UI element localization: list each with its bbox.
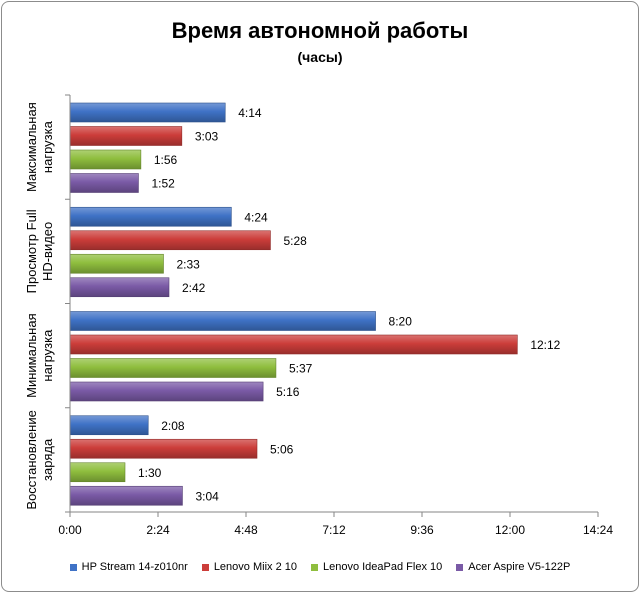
chart-title: Время автономной работы xyxy=(171,18,469,43)
legend-item-1: HP Stream 14-z010nr xyxy=(69,561,188,573)
data-label: 2:08 xyxy=(161,419,185,433)
legend-swatch xyxy=(310,563,318,571)
bar-3-3 xyxy=(69,358,277,378)
legend-item-4: Acer Aspire V5-122P xyxy=(456,561,570,573)
legend-label: Lenovo IdeaPad Flex 10 xyxy=(322,561,443,573)
x-tick-label: 4:48 xyxy=(234,523,258,537)
x-tick-label: 7:12 xyxy=(322,523,346,537)
bar-2-2 xyxy=(69,230,271,251)
data-label: 2:42 xyxy=(182,281,206,295)
legend-label: Lenovo Miix 2 10 xyxy=(213,561,297,573)
bars-layer xyxy=(69,102,518,506)
data-label: 1:52 xyxy=(151,177,175,191)
legend: HP Stream 14-z010nr Lenovo Miix 2 10 Lenov… xyxy=(0,558,640,576)
x-tick-label: 0:00 xyxy=(58,523,82,537)
legend-item-2: Lenovo Miix 2 10 xyxy=(201,561,297,573)
category-label: Минимальнаянагрузка xyxy=(24,313,55,398)
data-label: 5:16 xyxy=(276,385,300,399)
data-label: 2:33 xyxy=(177,257,201,271)
data-label: 1:30 xyxy=(138,466,162,480)
data-label: 5:37 xyxy=(289,362,313,376)
data-label: 5:28 xyxy=(283,234,307,248)
category-label: Максимальнаянагрузка xyxy=(24,102,55,192)
category-label: Просмотр FullHD-видео xyxy=(24,209,55,293)
chart-subtitle: (часы) xyxy=(297,49,343,65)
data-label: 5:06 xyxy=(270,442,294,456)
bar-4-3 xyxy=(69,462,126,483)
bar-2-3 xyxy=(69,253,164,274)
bar-1-1 xyxy=(69,102,226,123)
legend-label: Acer Aspire V5-122P xyxy=(468,561,571,573)
axes-layer xyxy=(65,94,599,517)
data-label: 12:12 xyxy=(530,338,560,352)
bar-1-4 xyxy=(69,173,139,193)
x-tick-label: 12:00 xyxy=(495,523,525,537)
x-tick-label: 2:24 xyxy=(146,523,170,537)
legend-item-3: Lenovo IdeaPad Flex 10 xyxy=(310,561,443,573)
bar-3-4 xyxy=(69,381,264,402)
bar-2-4 xyxy=(69,277,170,298)
legend-label: HP Stream 14-z010nr xyxy=(81,561,188,573)
bar-4-4 xyxy=(69,485,183,506)
data-label: 4:24 xyxy=(244,210,268,224)
labels-layer: 4:14 3:03 1:56 1:52 4:24 5:28 2:33 2:42 8:20 12:1… xyxy=(24,102,613,537)
bar-3-2 xyxy=(69,334,518,355)
bar-4-2 xyxy=(69,438,258,459)
category-label: Восстановлениезаряда xyxy=(24,410,55,509)
legend-swatch xyxy=(69,563,77,571)
x-tick-label: 9:36 xyxy=(410,523,434,537)
data-label: 1:56 xyxy=(154,153,178,167)
bar-1-2 xyxy=(69,126,183,146)
bar-1-3 xyxy=(69,149,142,170)
data-label: 8:20 xyxy=(389,315,413,329)
legend-swatch xyxy=(201,563,209,571)
bar-2-1 xyxy=(69,206,232,227)
x-tick-label: 14:24 xyxy=(583,523,613,537)
data-label: 3:03 xyxy=(195,130,219,144)
bar-3-1 xyxy=(69,311,376,331)
bar-4-1 xyxy=(69,415,149,436)
data-label: 3:04 xyxy=(195,489,219,503)
data-label: 4:14 xyxy=(238,106,262,120)
legend-swatch xyxy=(456,563,464,571)
